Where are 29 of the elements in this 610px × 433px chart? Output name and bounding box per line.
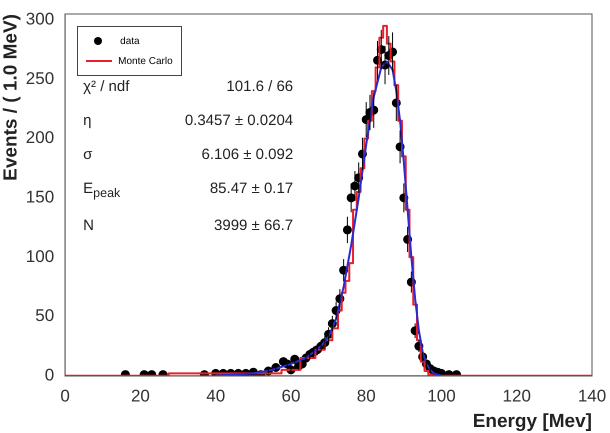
x-tick-label: 0: [60, 386, 70, 406]
y-tick-label: 200: [26, 128, 54, 148]
annotation: 6.106 ± 0.092: [200, 146, 294, 163]
annotation: 101.6 / 66: [225, 78, 294, 95]
annotation: E$_{peak}$: [83, 180, 122, 200]
x-axis-title: Energy [Mev]: [472, 410, 592, 432]
x-tick-label: 80: [356, 386, 376, 406]
annotation: 3999 ± 66.7: [213, 217, 294, 234]
x-tick-label: 120: [502, 386, 531, 406]
y-tick-label: 150: [26, 188, 54, 207]
annotation: χ² / ndf: [83, 78, 130, 95]
annotation: σ: [83, 146, 94, 163]
y-tick-label: 250: [26, 68, 54, 88]
y-tick-label: 50: [35, 306, 54, 326]
x-tick-label: 140: [578, 386, 606, 406]
y-tick-label: 100: [26, 246, 54, 266]
annotation: η: [83, 112, 92, 129]
annotation: N: [83, 217, 95, 234]
x-tick-label: 100: [427, 386, 456, 406]
y-tick-label: 300: [26, 10, 54, 29]
x-tick-label: 40: [206, 386, 226, 406]
legend-label: Monte Carlo: [118, 56, 173, 66]
y-tick-label: 0: [44, 365, 54, 384]
annotation: 0.3457 ± 0.0204: [184, 112, 294, 129]
x-tick-label: 20: [130, 386, 150, 406]
annotation: 85.47 ± 0.17: [208, 180, 294, 199]
y-axis-title: Events / ( 1.0 MeV): [0, 14, 22, 181]
x-tick-label: 60: [281, 386, 300, 406]
legend-label: data: [120, 36, 140, 46]
